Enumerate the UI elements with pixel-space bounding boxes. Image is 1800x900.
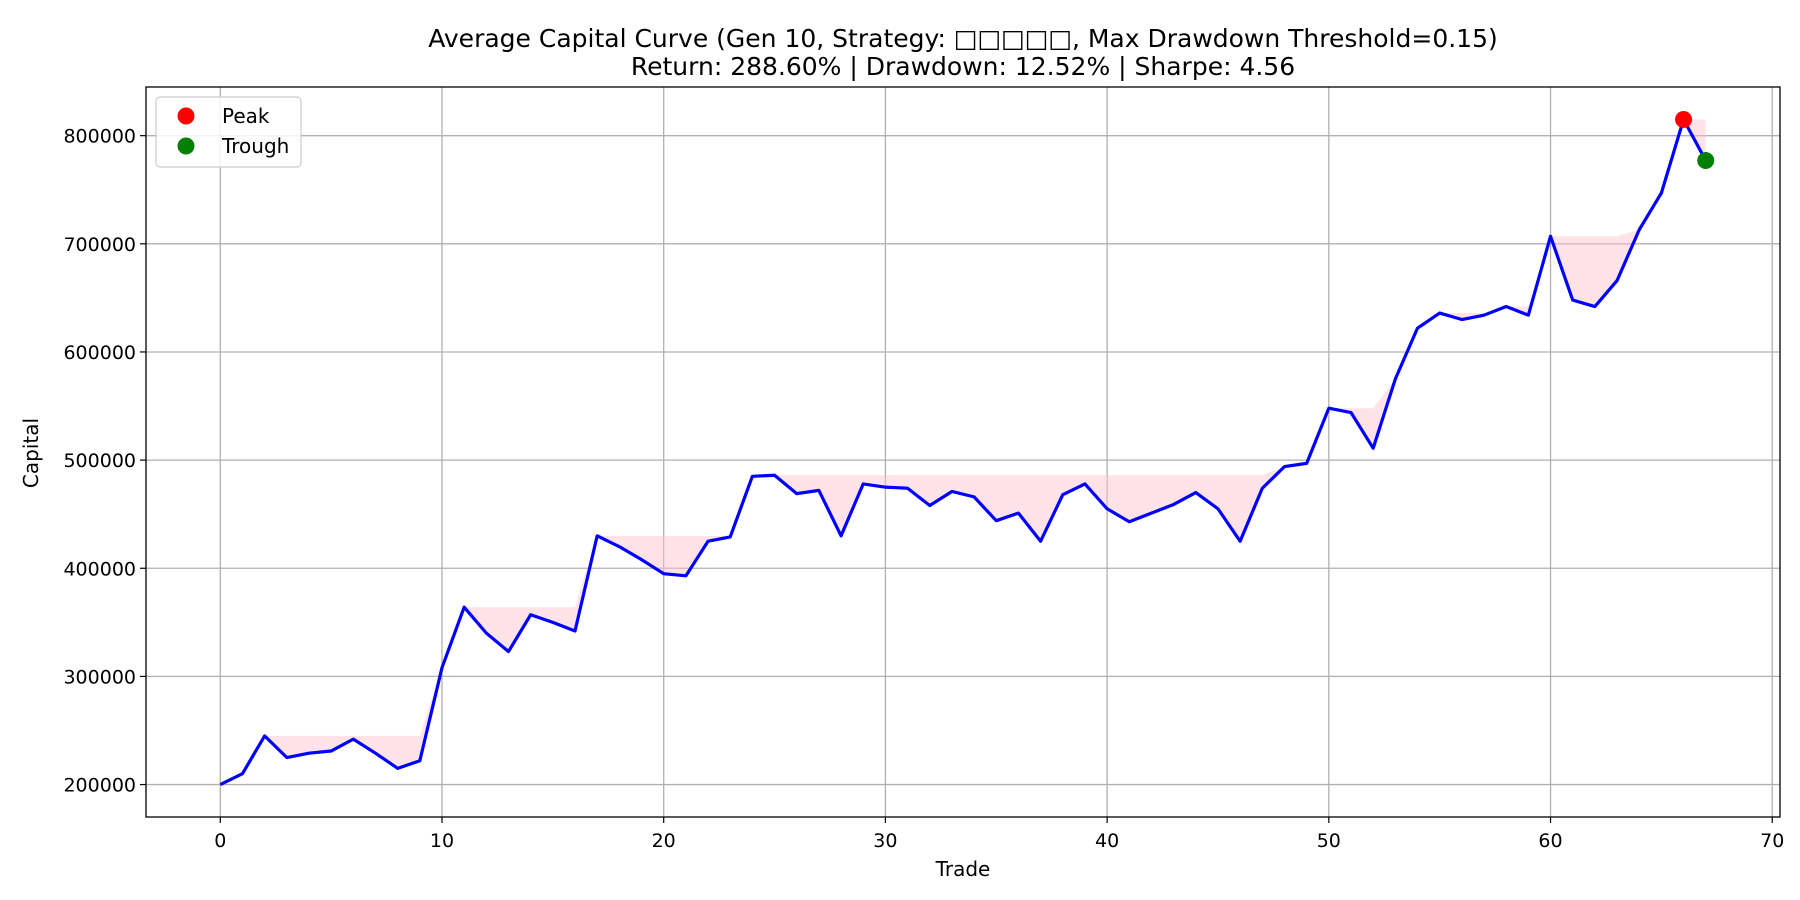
x-tick-label: 0 [214, 830, 226, 852]
capital-line [219, 117, 1708, 786]
peak-trough-markers [1675, 110, 1715, 170]
trough-marker [1697, 152, 1715, 170]
y-tick-label: 400000 [63, 558, 136, 580]
y-axis-label: Capital [19, 418, 43, 488]
y-tick-label: 500000 [63, 450, 136, 472]
legend-trough-label: Trough [221, 134, 289, 158]
x-tick-label: 40 [1095, 830, 1119, 852]
y-tick-label: 700000 [63, 234, 136, 256]
x-tick-label: 60 [1538, 830, 1562, 852]
y-tick-label: 600000 [63, 342, 136, 364]
drawdown-fill [220, 119, 1706, 785]
y-tick-label: 300000 [63, 666, 136, 688]
x-tick-label: 20 [652, 830, 676, 852]
x-tick-label: 50 [1317, 830, 1341, 852]
y-tick-label: 200000 [63, 775, 136, 797]
y-tick-label: 800000 [63, 126, 136, 148]
plot-frame [145, 86, 1781, 818]
x-tick-label: 10 [430, 830, 454, 852]
chart-title: Average Capital Curve (Gen 10, Strategy:… [428, 24, 1497, 53]
peak-marker [1675, 110, 1693, 128]
x-tick-label: 30 [873, 830, 897, 852]
legend-trough-icon [177, 137, 195, 155]
legend-peak-icon [177, 107, 195, 125]
x-tick-label: 70 [1760, 830, 1784, 852]
legend-peak-label: Peak [222, 104, 270, 128]
legend: Peak Trough [155, 96, 302, 168]
drawdown-area [220, 119, 1706, 785]
capital-line-layer [219, 117, 1708, 786]
grid-lines [146, 87, 1780, 817]
x-axis-ticks: 0 10 20 30 40 50 60 70 [214, 817, 1784, 852]
chart-subtitle: Return: 288.60% | Drawdown: 12.52% | Sha… [631, 52, 1295, 81]
x-axis-label: Trade [935, 857, 991, 881]
y-axis-ticks: 200000 300000 400000 500000 600000 700000 8000… [63, 126, 146, 797]
